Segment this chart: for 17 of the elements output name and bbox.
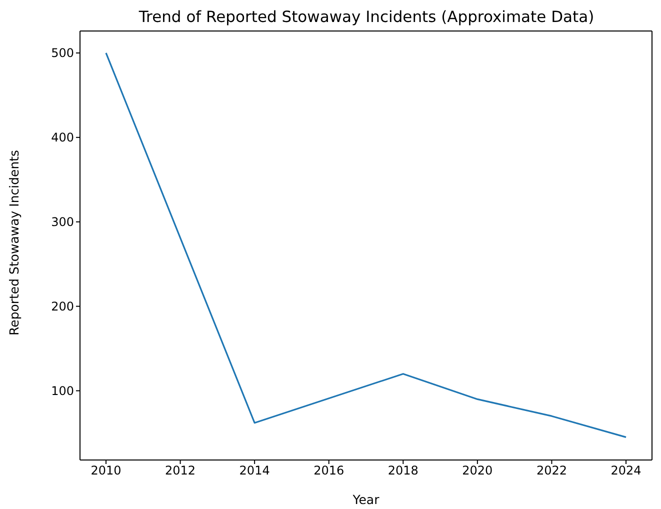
y-axis-title: Reported Stowaway Incidents	[6, 150, 22, 336]
x-tick-label: 2020	[462, 464, 493, 478]
chart-title: Trend of Reported Stowaway Incidents (Approximate Data)	[138, 8, 596, 26]
x-tick-label: 2012	[165, 464, 196, 478]
y-tick-label: 100	[51, 384, 74, 398]
y-tick-label: 300	[51, 215, 74, 230]
x-tick-label: 2014	[239, 464, 270, 478]
y-tick-label: 200	[51, 300, 74, 314]
x-axis-title: Year	[352, 492, 380, 507]
y-tick-label: 500	[51, 46, 74, 60]
x-tick-label: 2022	[536, 464, 567, 478]
line-series	[105, 52, 627, 438]
x-tick-label: 2010	[90, 464, 122, 478]
x-tick-label: 2016	[314, 464, 344, 478]
x-tick-label: 2018	[388, 464, 418, 478]
y-tick-label: 400	[51, 130, 74, 145]
x-tick-label: 2024	[610, 464, 642, 478]
